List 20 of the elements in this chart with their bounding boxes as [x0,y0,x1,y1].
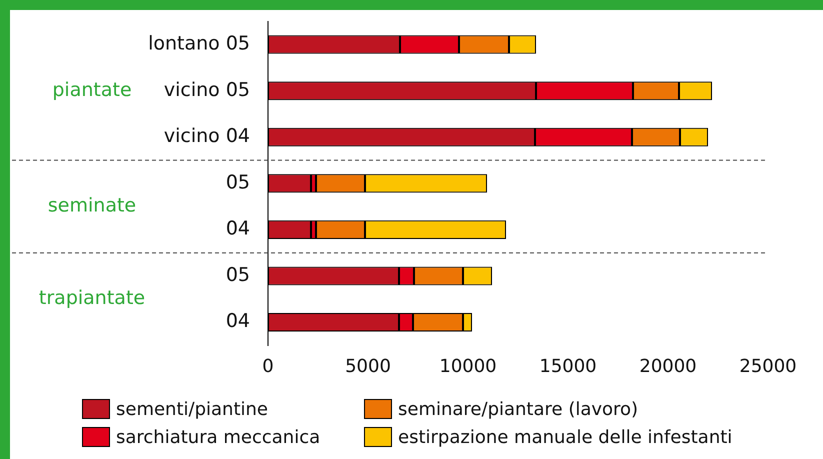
legend-label: sarchiatura meccanica [116,426,320,448]
y-tick-label: 04 [226,310,250,332]
y-tick-label: 04 [226,218,250,240]
x-tick-label: 20000 [639,356,697,377]
y-tick-label: lontano 05 [148,32,250,54]
x-tick-label: 5000 [345,356,391,377]
x-tick-label: 15000 [539,356,597,377]
text: seminate [48,194,136,216]
legend-label: seminare/piantare (lavoro) [398,398,638,420]
legend-label: estirpazione manuale delle infestanti [398,426,732,448]
legend-label: sementi/piantine [116,398,268,420]
y-tick-label: vicino 05 [164,78,250,101]
y-tick-label: 05 [226,171,250,194]
text: trapiantate [38,287,146,310]
x-tick-label: 10000 [439,356,497,377]
y-tick-label: 05 [226,264,250,286]
text: piantate [52,78,132,101]
y-tick-label: vicino 04 [164,125,250,148]
x-tick-label: 25000 [739,356,797,377]
x-tick-label: 0 [262,356,274,377]
